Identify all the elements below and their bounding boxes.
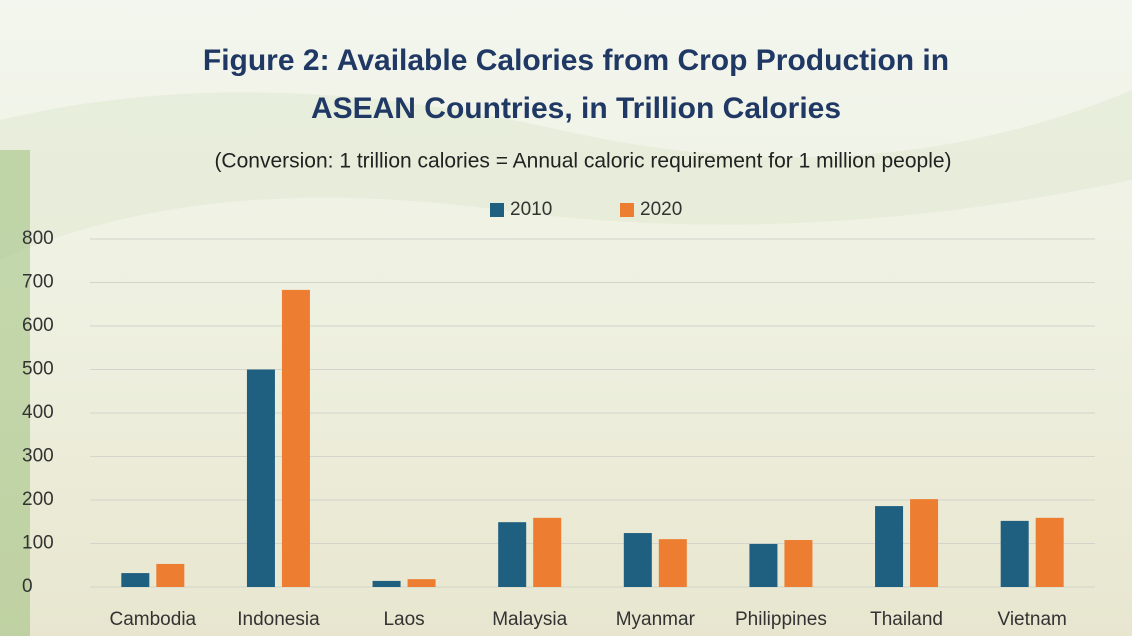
bar [1035,517,1064,587]
x-tick-label: Philippines [735,609,827,630]
legend-swatch [490,203,504,217]
bar [121,573,150,587]
bar [246,369,275,587]
bar [533,517,562,587]
bar [623,533,652,587]
x-tick-label: Cambodia [110,609,197,630]
bar [875,506,904,587]
bar [910,499,939,587]
legend-label: 2020 [640,199,682,220]
background-edge [0,150,30,636]
x-tick-label: Malaysia [492,609,567,630]
y-tick-label: 200 [22,489,54,510]
y-tick-label: 600 [22,315,54,336]
bar [407,579,436,587]
y-tick-label: 300 [22,446,54,467]
legend-label: 2010 [510,199,552,220]
y-tick-label: 400 [22,402,54,423]
y-tick-label: 0 [22,576,33,597]
chart-title: Figure 2: Available Calories from Crop P… [203,44,949,77]
y-tick-label: 700 [22,272,54,293]
bar [1000,520,1029,587]
background-hill [0,90,1132,260]
x-tick-label: Thailand [870,609,943,630]
bar [658,539,687,587]
legend: 2010 2020 [490,199,682,220]
y-tick-label: 800 [22,228,54,249]
x-tick-label: Laos [383,609,424,630]
y-tick-label: 100 [22,533,54,554]
x-tick-label: Myanmar [616,609,696,630]
bar [281,289,310,587]
bar [749,543,778,587]
x-tick-label: Indonesia [237,609,320,630]
bar [498,522,527,587]
bar [784,540,813,587]
chart-subtitle: (Conversion: 1 trillion calories = Annua… [214,150,951,173]
legend-swatch [620,203,634,217]
x-tick-label: Vietnam [998,609,1067,630]
y-tick-label: 500 [22,359,54,380]
chart-title: ASEAN Countries, in Trillion Calories [311,92,841,125]
bar [156,563,185,587]
bar [372,580,401,587]
